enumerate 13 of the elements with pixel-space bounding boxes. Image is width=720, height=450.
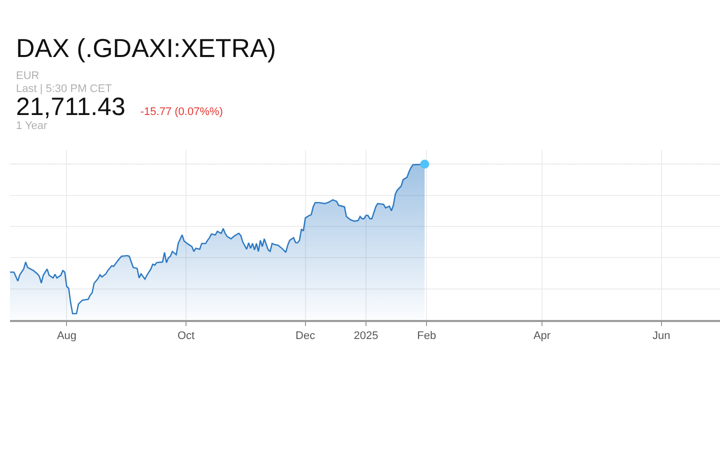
x-tick-label: Dec	[296, 330, 316, 342]
x-tick-label: Feb	[417, 330, 436, 342]
text: 1 Year	[16, 120, 48, 132]
text: 21,711.43	[16, 93, 126, 121]
x-tick-label: Jun	[652, 330, 670, 342]
chart-title: DAX (.GDAXI:XETRA)	[16, 33, 276, 63]
x-tick-label: Aug	[56, 330, 77, 342]
x-tick-label: Apr	[533, 330, 551, 342]
x-tick-label: 2025	[354, 330, 378, 342]
text: -15.77 (0.07%%)	[140, 106, 223, 118]
x-tick-label: Oct	[177, 330, 195, 342]
text: Last | 5:30 PM CET	[16, 83, 112, 95]
text: EUR	[16, 70, 40, 82]
